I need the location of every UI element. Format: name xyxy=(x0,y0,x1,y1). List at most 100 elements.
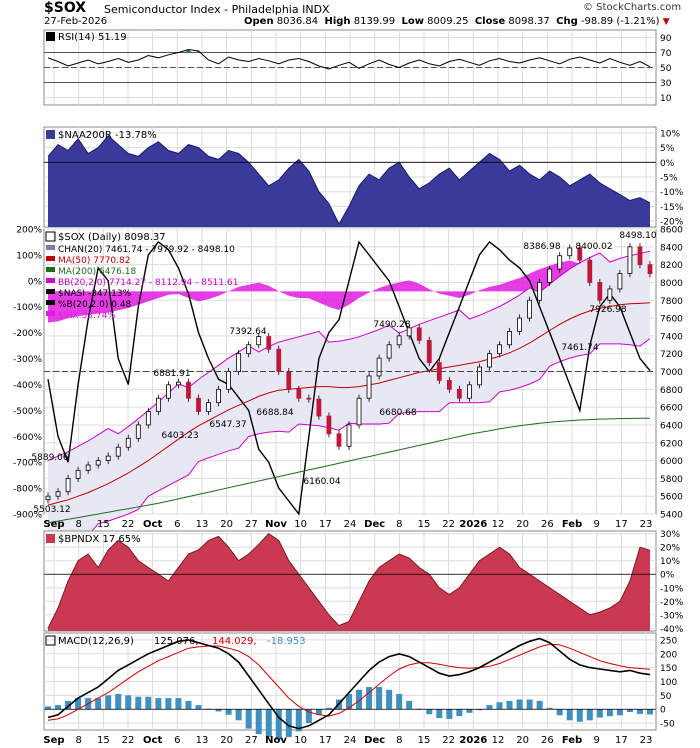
naa-y-tick-5: -15% xyxy=(660,203,684,213)
rsi-legend-swatch xyxy=(46,32,55,41)
macd-x-axis-label-22: 9 xyxy=(593,735,599,746)
macd-histogram-bar xyxy=(75,698,82,710)
candle-body xyxy=(557,255,563,270)
candle-body xyxy=(577,247,583,261)
candle-body xyxy=(396,335,402,346)
price-legend-swatch-4 xyxy=(46,289,55,294)
macd-x-axis-label-14: 8 xyxy=(396,735,402,746)
rsi-y-tick-1: 70 xyxy=(660,49,672,59)
bb-fill xyxy=(48,251,650,541)
x-axis-label-14: 8 xyxy=(396,519,402,530)
macd-histogram-bar xyxy=(506,700,513,710)
candle-body xyxy=(597,282,603,301)
chg-label: Chg xyxy=(556,16,578,27)
macd-histogram-bar xyxy=(636,709,643,714)
price-annotation-3: 7926.98 xyxy=(589,305,626,315)
candle-body xyxy=(326,415,332,435)
price-annotation-0: 8498.10 xyxy=(619,231,656,241)
price-annotation-1: 8386.98 xyxy=(523,242,560,252)
macd-histogram-bar xyxy=(516,699,523,710)
candle-body xyxy=(216,388,221,404)
macd-histogram-bar xyxy=(446,709,453,719)
x-axis-label-18: 12 xyxy=(492,519,505,530)
candle-body xyxy=(165,384,171,399)
price-left-y-tick-10: -800% xyxy=(13,485,42,495)
x-axis-label-19: 20 xyxy=(516,519,529,530)
candle-body xyxy=(226,371,232,390)
candle-body xyxy=(95,460,101,466)
macd-x-axis-label-20: 26 xyxy=(541,735,554,746)
macd-x-axis-label-13: Dec xyxy=(364,735,385,746)
macd-histogram-bar xyxy=(125,695,132,710)
candle-body xyxy=(236,353,242,372)
bpndx-y-tick-1: 20% xyxy=(660,544,680,554)
bpndx-y-tick-4: -10% xyxy=(660,584,684,594)
macd-histogram-bar xyxy=(135,696,142,710)
macd-histogram-bar xyxy=(215,709,222,712)
macd-x-axis-label-15: 15 xyxy=(418,735,431,746)
macd-histogram-bar xyxy=(305,709,312,724)
macd-histogram-bar xyxy=(426,709,433,715)
macd-histogram-bar xyxy=(115,693,122,710)
macd-x-axis-label-24: 23 xyxy=(640,735,653,746)
price-annotation-2: 8400.02 xyxy=(575,242,612,252)
open-label: Open xyxy=(244,16,274,27)
candle-body xyxy=(647,264,653,275)
candle-body xyxy=(256,336,262,346)
candle-body xyxy=(186,381,191,399)
x-axis-label-5: 6 xyxy=(174,519,180,530)
price-legend-4: $NASI -347.13% xyxy=(58,289,132,299)
naa-y-tick-2: 0% xyxy=(660,159,675,169)
macd-x-axis-label-18: 12 xyxy=(492,735,505,746)
naa-y-tick-4: -10% xyxy=(660,188,684,198)
rsi-overbought-fill xyxy=(184,49,203,53)
macd-histogram-bar xyxy=(245,709,252,729)
x-axis-label-0: Sep xyxy=(43,519,64,530)
naa200r-line xyxy=(47,135,651,226)
macd-histogram-bar xyxy=(616,709,623,716)
rsi-line xyxy=(47,48,651,70)
macd-histogram-bar xyxy=(366,687,373,710)
candle-body xyxy=(176,381,181,386)
price-legend-6: $VIX 33.74% xyxy=(58,311,116,321)
macd-histogram-bar xyxy=(526,699,533,710)
candle-body xyxy=(286,371,292,390)
bpndx-y-tick-0: 30% xyxy=(660,530,680,540)
price-left-y-tick-4: -200% xyxy=(13,329,42,339)
price-legend-5: %B(20,2.0) 0.48 xyxy=(58,300,132,310)
chart-header: $SOX Semiconductor Index - Philadelphia … xyxy=(0,0,700,28)
macd-histogram-bar xyxy=(596,709,603,718)
price-legend-2: MA(200) 6476.18 xyxy=(58,267,136,277)
price-right-y-tick-0: 8600 xyxy=(660,226,683,236)
candle-body xyxy=(376,357,382,377)
candle-body xyxy=(55,491,61,497)
macd-histogram-bar xyxy=(55,705,62,710)
macd-histogram-bar xyxy=(285,709,292,737)
candle-body xyxy=(527,299,532,319)
candle-body xyxy=(125,437,131,448)
candle-body xyxy=(456,388,462,399)
rsi-y-tick-3: 30 xyxy=(660,79,672,89)
candle-body xyxy=(276,348,282,372)
candle-body xyxy=(406,327,412,337)
price-annotation-12: 5889.06 xyxy=(31,453,68,463)
candle-body xyxy=(45,495,51,501)
price-right-y-tick-14: 5800 xyxy=(660,475,683,485)
macd-x-axis-label-1: 8 xyxy=(75,735,81,746)
macd-x-axis-label-4: Oct xyxy=(143,735,162,746)
naa-y-tick-6: -20% xyxy=(660,218,684,228)
macd-histogram-bar xyxy=(225,709,232,715)
bpndx-y-tick-3: 0% xyxy=(660,571,675,581)
macd-histogram-bar xyxy=(536,700,543,710)
price-annotation-14: 6160.04 xyxy=(303,477,340,487)
macd-legend-swatch xyxy=(45,635,56,646)
price-right-y-tick-11: 6400 xyxy=(660,421,683,431)
macd-y-tick-5: 0 xyxy=(660,706,666,716)
macd-histogram-bar xyxy=(406,700,413,710)
symbol-name: Semiconductor Index - Philadelphia INDX xyxy=(104,3,330,16)
price-legend-swatch xyxy=(45,231,56,242)
candle-body xyxy=(316,398,322,417)
macd-signal-value: 144.029, xyxy=(212,636,257,647)
macd-histogram-bar xyxy=(647,709,653,715)
